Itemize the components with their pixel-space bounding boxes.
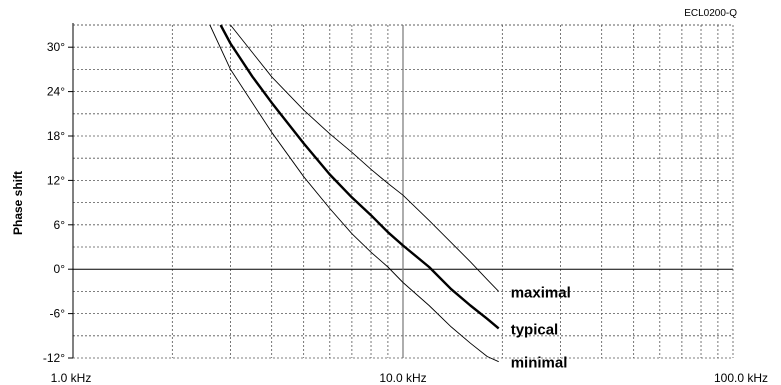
curves [209,24,500,363]
series-label-maximal: maximal [511,284,571,301]
y-tick-label: 0° [54,262,66,276]
x-tick-label: 1.0 kHz [51,371,92,385]
y-tick-label: 12° [47,173,65,187]
chart-code: ECL0200-Q [684,8,737,19]
labels: -12° -6° 0° 6° 12° 18° 24° 30° 1.0 kHz 10.0 kHz 10… [43,40,768,385]
y-tick-label: -12° [43,351,65,365]
series-line-maximal [230,24,500,292]
series-line-typical [219,24,500,330]
y-axis-label: Phase shift [11,171,25,235]
grid [72,23,734,359]
y-tick-label: 18° [47,129,65,143]
series-label-typical: typical [511,321,559,338]
x-tick-label: 100.0 kHz [714,371,768,385]
y-tick-label: -6° [50,307,66,321]
y-tick-label: 6° [54,218,66,232]
y-tick-label: 30° [47,40,65,54]
x-tick-label: 10.0 kHz [379,371,426,385]
y-tick-label: 24° [47,85,65,99]
series-line-minimal [209,24,499,363]
series-label-minimal: minimal [511,355,568,372]
